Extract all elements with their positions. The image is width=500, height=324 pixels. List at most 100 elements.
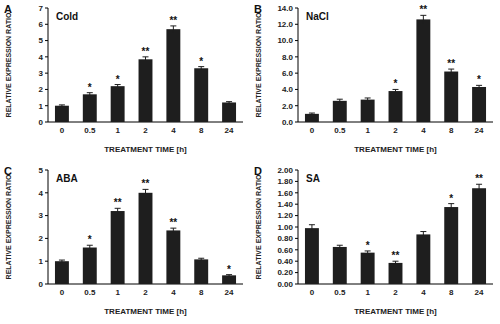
error-cap xyxy=(365,97,371,98)
y-tick-label: 1.80 xyxy=(277,177,293,186)
error-bar xyxy=(448,69,454,74)
error-bar xyxy=(87,245,93,250)
error-line xyxy=(367,251,368,254)
x-tick-label: 0.5 xyxy=(334,126,346,135)
y-tick xyxy=(45,24,48,25)
significance-label: ** xyxy=(142,46,150,57)
bar xyxy=(444,72,458,122)
y-tick xyxy=(295,272,298,273)
error-bar xyxy=(115,208,121,213)
x-tick-label: 0 xyxy=(310,288,315,297)
y-tick xyxy=(45,170,48,171)
y-tick-label: 10.0 xyxy=(277,36,293,45)
y-tick-label: 0 xyxy=(39,280,44,289)
panel-title: SA xyxy=(306,173,320,184)
error-line xyxy=(339,245,340,248)
error-bar xyxy=(337,99,343,102)
y-tick xyxy=(45,73,48,74)
y-tick-label: 4 xyxy=(39,189,44,198)
bar xyxy=(139,59,153,122)
x-tick-label: 24 xyxy=(225,288,234,297)
bar xyxy=(111,211,125,284)
x-tick-label: 8 xyxy=(449,288,454,297)
page: {"chart_data": [ {"type": "bar", "panel_… xyxy=(0,0,500,324)
bar xyxy=(83,94,97,122)
y-tick-label: 5 xyxy=(39,166,44,175)
error-line xyxy=(395,261,396,264)
error-bar xyxy=(59,105,65,107)
y-axis-label: RELATIVE EXPRESSION RATIO xyxy=(5,12,12,117)
error-line xyxy=(451,204,452,211)
panel-label: A xyxy=(4,3,12,15)
x-tick-label: 24 xyxy=(475,126,484,135)
y-tick-label: 12.0 xyxy=(277,20,293,29)
y-tick xyxy=(45,8,48,9)
error-cap xyxy=(420,231,426,232)
significance-label: ** xyxy=(419,4,427,15)
bar xyxy=(222,275,236,284)
error-cap xyxy=(59,260,65,261)
bar xyxy=(472,87,486,122)
panel: 0.000.200.400.600.801.001.201.401.601.80… xyxy=(254,165,493,316)
significance-label: ** xyxy=(114,197,122,208)
y-tick-label: 1 xyxy=(39,257,44,266)
error-bar xyxy=(476,184,482,192)
y-tick xyxy=(45,238,48,239)
x-tick-label: 1 xyxy=(115,126,120,135)
marks xyxy=(55,189,236,284)
significance-label: ** xyxy=(447,58,455,69)
y-tick xyxy=(45,192,48,193)
y-tick-label: 0.00 xyxy=(277,280,293,289)
x-tick-label: 0.5 xyxy=(84,126,96,135)
error-cap xyxy=(337,245,343,246)
error-line xyxy=(479,184,480,192)
bar xyxy=(444,207,458,284)
significance-label: * xyxy=(199,56,203,67)
x-axis-label: TREATMENT TIME [h] xyxy=(104,307,187,316)
y-tick-label: 5 xyxy=(39,36,44,45)
error-cap xyxy=(226,101,232,102)
error-bar xyxy=(309,225,315,232)
significance-label: * xyxy=(88,234,92,245)
y-axis xyxy=(48,8,49,122)
y-tick-label: 4 xyxy=(39,53,44,62)
y-tick-label: 0.80 xyxy=(277,234,293,243)
x-tick-label: 2 xyxy=(393,288,398,297)
y-tick xyxy=(45,40,48,41)
error-bar xyxy=(170,26,176,33)
y-tick-label: 3 xyxy=(39,211,44,220)
y-tick-label: 6 xyxy=(39,20,44,29)
error-line xyxy=(173,228,174,233)
x-axis-label: TREATMENT TIME [h] xyxy=(354,145,437,154)
bar xyxy=(333,101,347,122)
bar xyxy=(55,261,69,284)
error-bar xyxy=(87,93,93,96)
y-tick-label: 2.0 xyxy=(282,102,294,111)
x-tick-label: 0 xyxy=(60,288,65,297)
error-line xyxy=(145,57,146,62)
panel: 01234500.5124824TREATMENT TIME [h]RELATI… xyxy=(4,165,243,316)
y-tick xyxy=(295,227,298,228)
error-bar xyxy=(420,232,426,238)
significance-label: * xyxy=(227,264,231,275)
x-tick-label: 24 xyxy=(225,126,234,135)
y-tick xyxy=(295,238,298,239)
error-line xyxy=(451,69,452,74)
error-bar xyxy=(226,275,232,276)
error-bar xyxy=(198,67,204,70)
x-tick-label: 2 xyxy=(143,288,148,297)
y-tick xyxy=(295,284,298,285)
error-bar xyxy=(143,57,149,62)
error-bar xyxy=(420,15,426,23)
y-tick xyxy=(45,105,48,106)
significance-label: * xyxy=(477,74,481,85)
y-tick xyxy=(295,89,298,90)
panel-title: NaCl xyxy=(306,11,329,22)
bar xyxy=(389,91,403,122)
significance-label: * xyxy=(449,193,453,204)
error-line xyxy=(311,225,312,232)
x-tick-label: 2 xyxy=(393,126,398,135)
figure: 0123456700.5124824TREATMENT TIME [h]RELA… xyxy=(0,0,500,324)
bar xyxy=(83,248,97,284)
y-tick xyxy=(295,8,298,9)
